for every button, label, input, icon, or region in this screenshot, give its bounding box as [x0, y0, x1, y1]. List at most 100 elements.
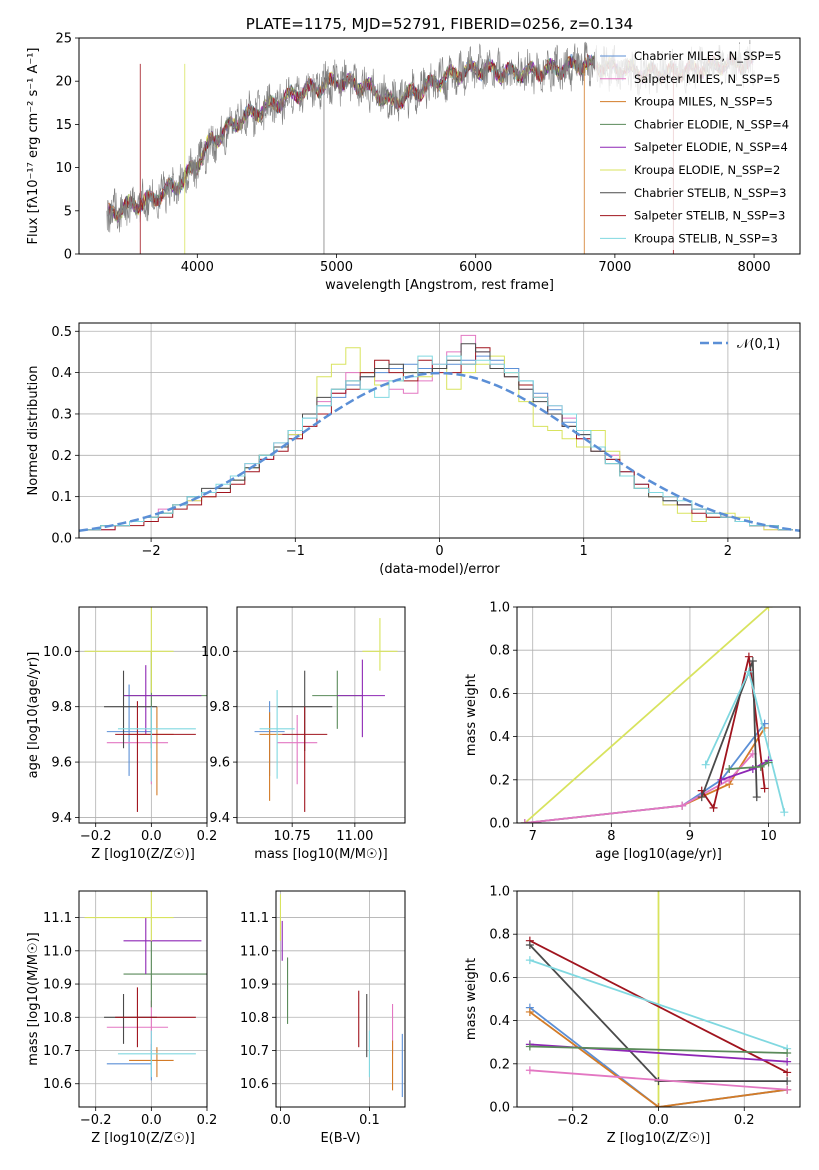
legend-label: Chabrier MILES, N_SSP=5	[634, 49, 781, 63]
series-line	[529, 1045, 788, 1054]
y-axis-label: mass weight	[464, 674, 479, 756]
data-point-marker	[709, 803, 718, 812]
data-point-marker	[654, 1103, 663, 1107]
legend-label: 𝒩(0,1)	[737, 337, 780, 352]
plot-area	[517, 607, 800, 823]
x-tick-label: 5000	[320, 260, 353, 275]
data-point-marker	[783, 1049, 792, 1057]
y-tick-label: 0.2	[489, 773, 510, 788]
series-line	[529, 939, 788, 1074]
y-tick-label: 10.9	[43, 978, 72, 993]
series-line	[529, 1069, 788, 1091]
y-tick-label: 0.1	[51, 490, 72, 505]
panel-5: −0.2 0.0 0.2 10.6 10.7 10.8 10.9 11.0 11.1 Z [log…	[26, 890, 217, 1146]
series-line	[524, 723, 766, 823]
x-tick-label: 6000	[459, 260, 492, 275]
data-point-marker	[748, 657, 757, 665]
x-tick-label: −0.2	[80, 829, 112, 844]
legend-label: Chabrier STELIB, N_SSP=3	[634, 186, 786, 200]
plot-area	[79, 607, 207, 823]
y-tick-label: 0.6	[489, 687, 510, 702]
y-tick-label: 25	[55, 32, 72, 47]
data-point-marker	[744, 667, 753, 676]
y-tick-label: 20	[55, 75, 72, 90]
data-point-marker	[725, 765, 734, 773]
x-tick-label: 0.2	[197, 829, 218, 844]
data-point-marker	[525, 956, 534, 965]
x-tick-label: 2	[724, 544, 732, 559]
y-tick-label: 10.8	[240, 1011, 269, 1026]
histogram-step	[86, 355, 793, 531]
x-tick-label: 8	[607, 829, 615, 844]
y-axis-label: Flux [fλ10⁻¹⁷ erg cm⁻² s⁻¹ A⁻¹]	[26, 48, 41, 245]
data-point-marker	[525, 941, 534, 949]
data-point-marker	[783, 1068, 792, 1077]
panel-0: 4000 5000 6000 7000 8000 0 5 10 15 20 25 wavelength…	[26, 15, 801, 293]
y-axis-label: age [log10(age/yr)]	[26, 652, 41, 779]
x-tick-label: 7	[529, 829, 537, 844]
y-tick-label: 9.8	[209, 700, 230, 715]
y-tick-label: 9.4	[51, 811, 72, 826]
y-tick-label: 0.8	[489, 644, 510, 659]
axes-frame	[78, 890, 208, 1108]
data-point-marker	[764, 607, 773, 611]
plot-area	[79, 323, 800, 538]
x-tick-label: 0.1	[359, 1113, 380, 1128]
y-tick-label: 0.4	[489, 730, 510, 745]
axes-frame	[78, 606, 208, 824]
y-tick-label: 0.0	[51, 532, 72, 547]
data-point-marker	[697, 793, 706, 802]
series-line	[529, 1011, 788, 1107]
x-tick-label: 9	[686, 829, 694, 844]
x-tick-label: 0.0	[648, 1113, 669, 1128]
data-point-marker	[748, 765, 757, 773]
y-tick-label: 15	[55, 118, 72, 133]
data-point-marker	[783, 1057, 792, 1066]
data-point-marker	[525, 1007, 534, 1016]
x-tick-label: 0.0	[141, 829, 162, 844]
x-axis-label: (data-model)/error	[379, 562, 500, 577]
data-point-marker	[525, 1042, 534, 1051]
x-tick-label: 11.00	[336, 829, 373, 844]
legend-label: Chabrier ELODIE, N_SSP=4	[634, 117, 789, 131]
y-axis-label: Normed distribution	[26, 366, 41, 496]
y-tick-label: 10.0	[201, 645, 230, 660]
y-tick-label: 9.6	[51, 756, 72, 771]
data-point-marker	[783, 1085, 792, 1094]
y-tick-label: 9.8	[51, 700, 72, 715]
x-tick-label: 0.0	[141, 1113, 162, 1128]
x-tick-label: 4000	[181, 260, 214, 275]
x-tick-label: 7000	[598, 260, 631, 275]
x-axis-label: E(B-V)	[320, 1131, 360, 1146]
x-axis-label: Z [log10(Z/Z☉)]	[91, 847, 195, 862]
x-axis-label: mass [log10(M/M☉)]	[254, 847, 387, 862]
series-line	[524, 753, 754, 823]
panel-6: 0.0 0.1 10.6 10.7 10.8 10.9 11.0 11.1 E(B-V)	[240, 890, 406, 1146]
legend-label: Salpeter MILES, N_SSP=5	[634, 72, 780, 86]
legend-label: Salpeter ELODIE, N_SSP=4	[634, 140, 788, 154]
x-tick-label: 10	[760, 829, 777, 844]
y-tick-label: 11.1	[240, 911, 269, 926]
x-tick-label: −0.2	[80, 1113, 112, 1128]
data-point-marker	[780, 808, 789, 817]
legend-label: Salpeter STELIB, N_SSP=3	[634, 209, 785, 223]
y-tick-label: 10.7	[240, 1044, 269, 1059]
x-axis-label: Z [log10(Z/Z☉)]	[91, 1131, 195, 1146]
axes-frame	[78, 322, 801, 539]
series-line	[529, 959, 788, 1050]
y-tick-label: 1.0	[489, 885, 510, 900]
series-line	[700, 656, 766, 811]
x-axis-label: wavelength [Angstrom, rest frame]	[325, 278, 554, 293]
x-tick-label: 0.2	[734, 1113, 755, 1128]
data-point-marker	[783, 1077, 792, 1086]
y-tick-label: 0.6	[489, 971, 510, 986]
x-tick-label: −1	[286, 544, 305, 559]
y-tick-label: 10.9	[240, 978, 269, 993]
x-tick-label: 1	[580, 544, 588, 559]
y-tick-label: 0.3	[51, 407, 72, 422]
plot-area	[276, 891, 405, 1107]
panel-4: 7 8 9 10 0.0 0.2 0.4 0.6 0.8 1.0 age [log10(age/yr…	[464, 601, 801, 862]
y-tick-label: 11.0	[43, 944, 72, 959]
data-point-marker	[764, 758, 773, 767]
